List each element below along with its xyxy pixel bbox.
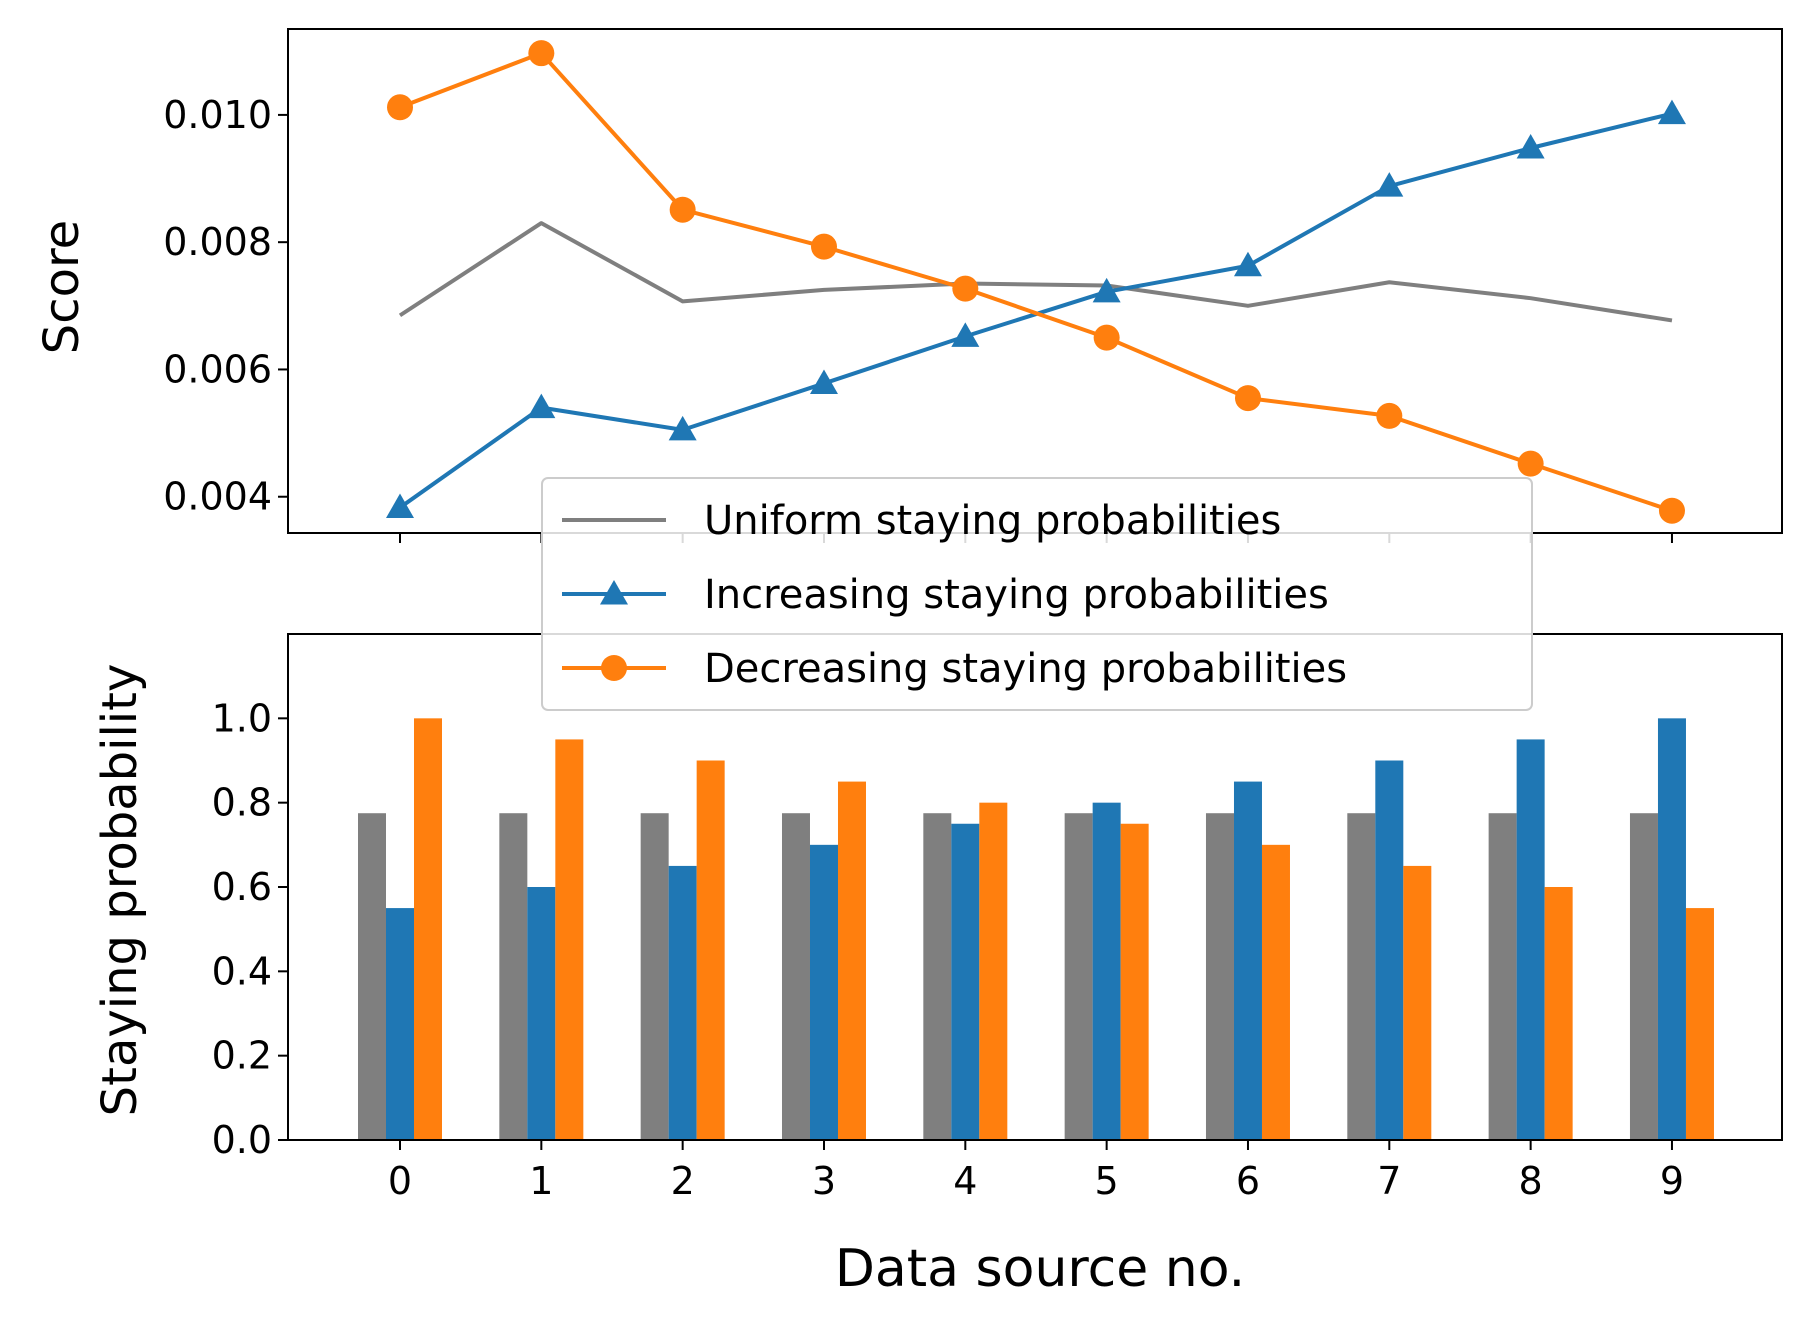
increasing-staying-probabilities-point (1657, 99, 1686, 125)
bar-x-tick-label: 7 (1377, 1159, 1401, 1203)
increasing-staying-probabilities-point (1092, 277, 1121, 303)
bar-x-tick-label: 3 (812, 1159, 836, 1203)
score-y-tick-label: 0.004 (163, 475, 272, 519)
increasing-staying-probabilities-bar (809, 844, 838, 1140)
decreasing-staying-probabilities-bar (837, 781, 866, 1140)
staying-probability-axis-label: Staying probability (92, 664, 148, 1117)
bar-x-tick-label: 5 (1095, 1159, 1119, 1203)
score-y-tick-label: 0.006 (163, 347, 272, 391)
bar-x-tick-label: 1 (529, 1159, 553, 1203)
decreasing-staying-probabilities-point (669, 196, 696, 223)
bar-x-tick-label: 0 (388, 1159, 412, 1203)
uniform-staying-probabilities-line (398, 221, 1673, 323)
decreasing-staying-probabilities-point (528, 40, 555, 67)
legend: Uniform staying probabilities Increasing … (541, 477, 1533, 711)
increasing-staying-probabilities-bar (1375, 760, 1404, 1140)
decreasing-staying-probabilities-point (387, 94, 413, 121)
uniform-staying-probabilities-bar (1064, 813, 1093, 1140)
bar-x-tick-label: 8 (1519, 1159, 1543, 1203)
bar-x-tick-label: 9 (1660, 1159, 1684, 1203)
increasing-staying-probabilities-bar (386, 908, 414, 1140)
decreasing-staying-probabilities-line (399, 51, 1673, 513)
score-plot-frame (287, 28, 1783, 534)
score-y-tick-label: 0.008 (163, 220, 272, 264)
increasing-staying-probabilities-point (809, 369, 838, 394)
uniform-staying-probabilities-bar (499, 813, 528, 1140)
bar-x-tick-label: 2 (671, 1159, 695, 1203)
decreasing-staying-probabilities-bar (1685, 908, 1714, 1140)
legend-label: Increasing staying probabilities (704, 572, 1329, 618)
decreasing-staying-probabilities-point (1234, 385, 1261, 412)
increasing-staying-probabilities-bar (668, 865, 697, 1140)
decreasing-staying-probabilities-point (1658, 497, 1685, 524)
uniform-staying-probabilities-bar (358, 813, 386, 1140)
uniform-staying-probabilities-bar (1488, 813, 1517, 1140)
bar-x-tick-label: 4 (953, 1159, 977, 1203)
decreasing-staying-probabilities-point (1093, 324, 1120, 351)
uniform-staying-probabilities-bar (1205, 813, 1234, 1140)
increasing-staying-probabilities-point (386, 493, 414, 519)
uniform-staying-probabilities-bar (640, 813, 669, 1140)
uniform-staying-probabilities-bar (1347, 813, 1376, 1140)
increasing-staying-probabilities-point (1233, 251, 1262, 277)
decreasing-staying-probabilities-bar (696, 760, 725, 1140)
decreasing-staying-probabilities-bar (1120, 823, 1149, 1140)
decreasing-staying-probabilities-bar (1261, 844, 1290, 1140)
decreasing-staying-probabilities-bar (555, 739, 584, 1140)
legend-marker-increasing-staying-probabilities (600, 580, 628, 605)
legend-label: Uniform staying probabilities (704, 498, 1281, 544)
decreasing-staying-probabilities-bar (1403, 865, 1432, 1140)
increasing-staying-probabilities-bar (1092, 802, 1121, 1140)
decreasing-staying-probabilities-point (1376, 402, 1403, 429)
score-y-tick-label: 0.010 (163, 93, 272, 137)
score-line-chart: 0.004 0.006 0.008 0.010 (163, 28, 1783, 543)
decreasing-staying-probabilities-point (810, 233, 837, 260)
decreasing-staying-probabilities-point (952, 275, 979, 302)
decreasing-staying-probabilities-bar (414, 718, 442, 1140)
bar-y-tick-label: 1.0 (212, 696, 272, 740)
increasing-staying-probabilities-point (668, 415, 697, 441)
bar-x-tick-label: 6 (1236, 1159, 1260, 1203)
staying-probability-bar-chart: 0.0 0.2 0.4 0.6 0.8 1.0 0 1 2 3 4 5 6 7 8 9 (212, 633, 1783, 1203)
increasing-staying-probabilities-bar (1233, 781, 1262, 1140)
legend-box (541, 477, 1533, 711)
bar-y-tick-label: 0.0 (212, 1118, 272, 1162)
data-source-axis-label: Data source no. (835, 1239, 1245, 1299)
bar-y-tick-label: 0.2 (212, 1034, 272, 1078)
uniform-staying-probabilities-bar (781, 813, 810, 1140)
decreasing-staying-probabilities-point (1517, 450, 1544, 477)
bar-y-tick-label: 0.8 (212, 781, 272, 825)
increasing-staying-probabilities-point (951, 322, 980, 347)
increasing-staying-probabilities-point (1375, 172, 1404, 197)
bar-y-tick-label: 0.4 (212, 949, 272, 993)
decreasing-staying-probabilities-bar (979, 802, 1008, 1140)
increasing-staying-probabilities-bar (527, 887, 556, 1140)
legend-marker-decreasing-staying-probabilities (601, 655, 627, 681)
increasing-staying-probabilities-bar (1516, 739, 1545, 1140)
increasing-staying-probabilities-point (527, 393, 556, 419)
increasing-staying-probabilities-bar (1657, 718, 1686, 1140)
bar-y-tick-label: 0.6 (212, 865, 272, 909)
increasing-staying-probabilities-point (1516, 134, 1545, 159)
uniform-staying-probabilities-bar (923, 813, 952, 1140)
increasing-staying-probabilities-bar (951, 823, 980, 1140)
legend-label: Decreasing staying probabilities (704, 646, 1347, 692)
score-axis-label: Score (34, 220, 90, 354)
decreasing-staying-probabilities-bar (1544, 887, 1573, 1140)
uniform-staying-probabilities-bar (1629, 813, 1658, 1140)
